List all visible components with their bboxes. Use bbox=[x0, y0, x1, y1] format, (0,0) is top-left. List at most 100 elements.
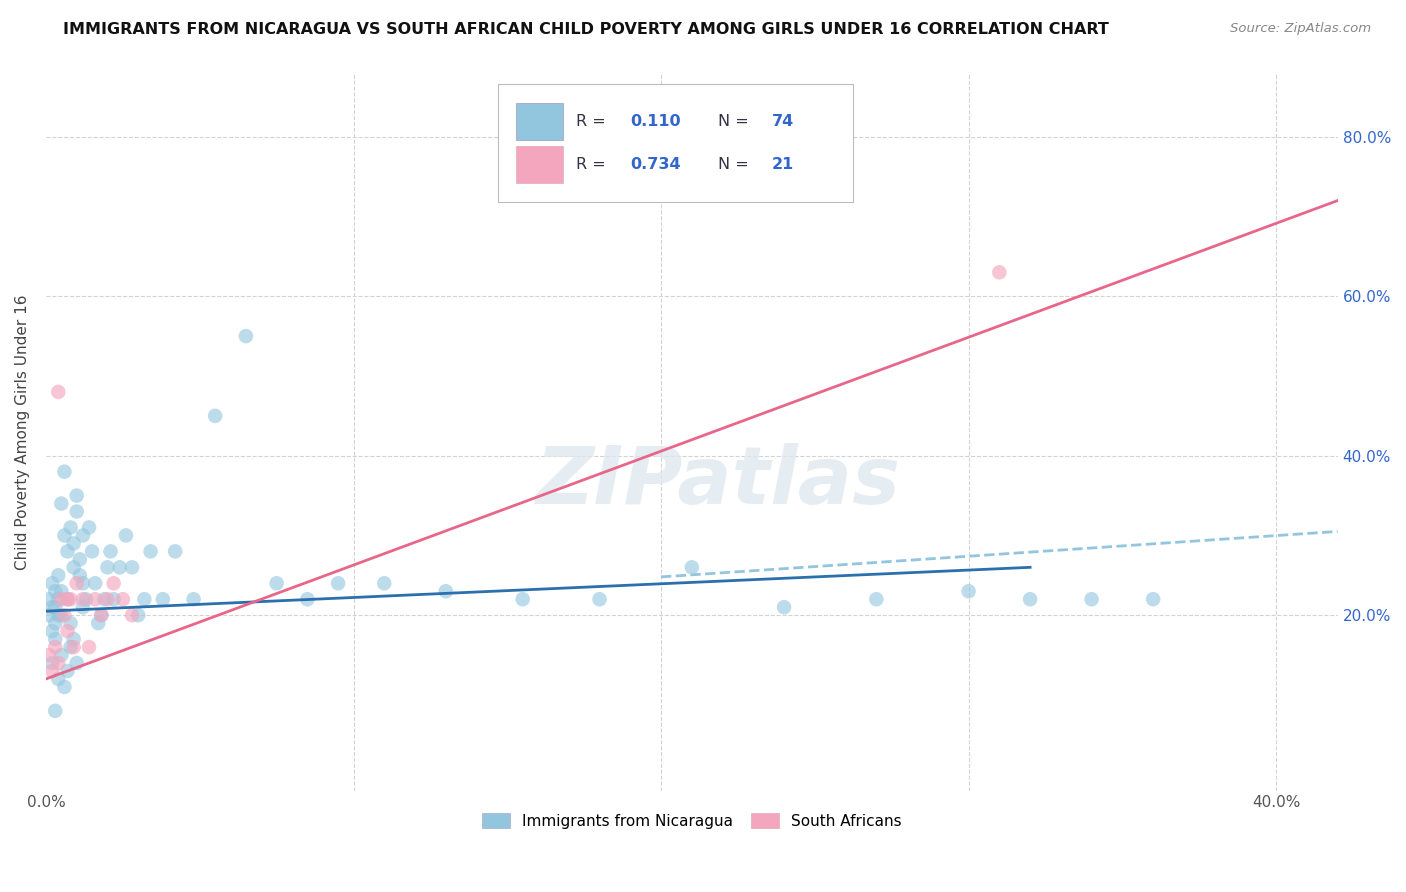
Text: R =: R = bbox=[575, 157, 606, 171]
Point bbox=[77, 520, 100, 534]
Point bbox=[69, 552, 91, 566]
Point bbox=[53, 465, 76, 479]
Point bbox=[56, 544, 79, 558]
Point bbox=[66, 504, 89, 518]
Point bbox=[96, 592, 118, 607]
Point bbox=[44, 640, 66, 654]
Point bbox=[53, 680, 76, 694]
Point bbox=[1080, 592, 1102, 607]
Point bbox=[59, 640, 82, 654]
Point bbox=[56, 624, 79, 639]
Point bbox=[59, 520, 82, 534]
Point bbox=[41, 600, 63, 615]
Point bbox=[77, 640, 100, 654]
Point bbox=[44, 600, 66, 615]
Point bbox=[66, 656, 89, 670]
FancyBboxPatch shape bbox=[516, 103, 562, 140]
Point bbox=[62, 640, 84, 654]
Point bbox=[75, 592, 97, 607]
Point bbox=[62, 536, 84, 550]
Point bbox=[1142, 592, 1164, 607]
Point bbox=[51, 592, 73, 607]
Point bbox=[46, 656, 69, 670]
Point bbox=[434, 584, 457, 599]
Point bbox=[41, 624, 63, 639]
Point bbox=[38, 592, 60, 607]
Point bbox=[1019, 592, 1042, 607]
Point bbox=[108, 560, 131, 574]
Point bbox=[373, 576, 395, 591]
Point bbox=[103, 576, 125, 591]
Point bbox=[82, 544, 104, 558]
Point bbox=[165, 544, 187, 558]
Point bbox=[56, 592, 79, 607]
Point bbox=[326, 576, 349, 591]
Point bbox=[127, 608, 149, 623]
Point bbox=[111, 592, 134, 607]
Point bbox=[51, 608, 73, 623]
Point bbox=[988, 265, 1011, 279]
Point bbox=[865, 592, 887, 607]
Point bbox=[297, 592, 319, 607]
Point bbox=[38, 608, 60, 623]
Point bbox=[62, 632, 84, 646]
Point bbox=[90, 608, 112, 623]
Point bbox=[53, 528, 76, 542]
Point bbox=[235, 329, 257, 343]
Point bbox=[139, 544, 162, 558]
Point bbox=[41, 664, 63, 678]
Point bbox=[96, 560, 118, 574]
Point bbox=[152, 592, 174, 607]
Text: 21: 21 bbox=[772, 157, 794, 171]
Point bbox=[69, 568, 91, 582]
Point bbox=[183, 592, 205, 607]
Point bbox=[121, 560, 143, 574]
FancyBboxPatch shape bbox=[516, 146, 562, 183]
Point bbox=[44, 632, 66, 646]
Point bbox=[103, 592, 125, 607]
Text: Source: ZipAtlas.com: Source: ZipAtlas.com bbox=[1230, 22, 1371, 36]
Point bbox=[53, 608, 76, 623]
Point bbox=[38, 648, 60, 662]
Point bbox=[41, 656, 63, 670]
Point bbox=[84, 592, 107, 607]
Point bbox=[84, 576, 107, 591]
Point bbox=[134, 592, 156, 607]
Point bbox=[588, 592, 610, 607]
Point bbox=[51, 584, 73, 599]
Point bbox=[46, 384, 69, 399]
Point bbox=[773, 600, 796, 615]
Text: N =: N = bbox=[717, 113, 748, 128]
Point bbox=[59, 616, 82, 631]
Text: N =: N = bbox=[717, 157, 748, 171]
Point bbox=[46, 592, 69, 607]
Point bbox=[62, 560, 84, 574]
Point bbox=[72, 592, 94, 607]
Point bbox=[72, 576, 94, 591]
Point bbox=[115, 528, 138, 542]
Point bbox=[44, 616, 66, 631]
Point bbox=[87, 616, 110, 631]
Point bbox=[59, 592, 82, 607]
Point bbox=[46, 568, 69, 582]
Point bbox=[957, 584, 980, 599]
Text: 74: 74 bbox=[772, 113, 794, 128]
Point bbox=[51, 497, 73, 511]
Point bbox=[204, 409, 226, 423]
Point bbox=[93, 592, 115, 607]
Text: IMMIGRANTS FROM NICARAGUA VS SOUTH AFRICAN CHILD POVERTY AMONG GIRLS UNDER 16 CO: IMMIGRANTS FROM NICARAGUA VS SOUTH AFRIC… bbox=[63, 22, 1109, 37]
Point bbox=[56, 664, 79, 678]
Text: 0.110: 0.110 bbox=[630, 113, 681, 128]
Point bbox=[46, 672, 69, 686]
Point bbox=[51, 648, 73, 662]
Point bbox=[121, 608, 143, 623]
Point bbox=[72, 528, 94, 542]
Y-axis label: Child Poverty Among Girls Under 16: Child Poverty Among Girls Under 16 bbox=[15, 294, 30, 569]
Legend: Immigrants from Nicaragua, South Africans: Immigrants from Nicaragua, South African… bbox=[477, 806, 908, 835]
Point bbox=[44, 704, 66, 718]
Point bbox=[266, 576, 288, 591]
Point bbox=[66, 489, 89, 503]
Text: ZIPatlas: ZIPatlas bbox=[536, 443, 900, 521]
Point bbox=[100, 544, 122, 558]
Point bbox=[90, 608, 112, 623]
